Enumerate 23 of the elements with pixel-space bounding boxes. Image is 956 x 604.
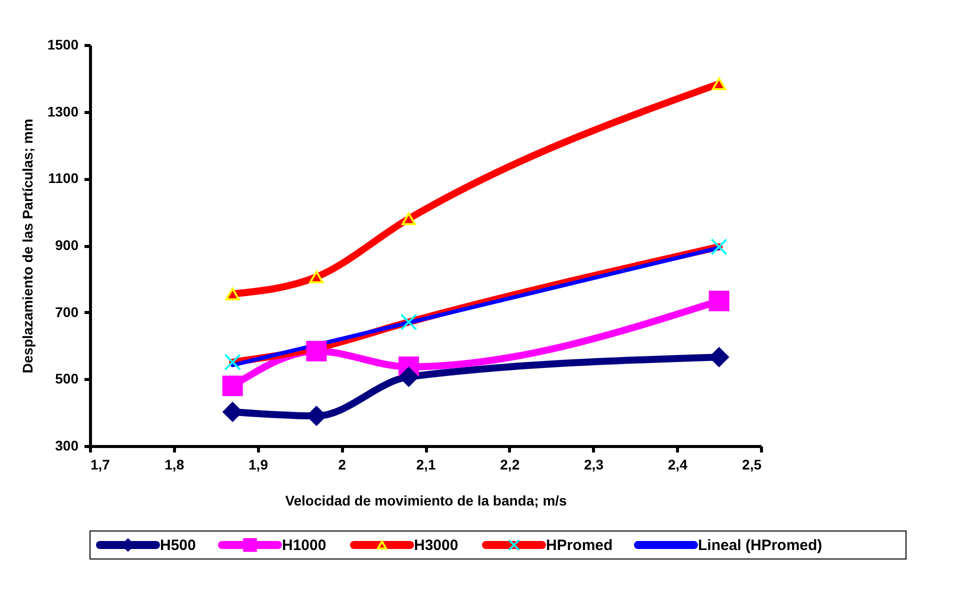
x-tick-label: 1,8	[164, 456, 184, 472]
y-tick-label: 300	[55, 438, 79, 454]
x-tick-label: 2	[338, 456, 346, 472]
legend-label: H500	[160, 537, 196, 554]
x-tick-label: 2,3	[584, 456, 604, 472]
y-tick-label: 900	[55, 237, 79, 253]
x-axis-title: Velocidad de movimiento de la banda; m/s	[285, 492, 568, 508]
y-tick-label: 1500	[47, 36, 79, 52]
x-tick-label: 2,5	[742, 456, 762, 472]
legend-label: H3000	[414, 537, 458, 554]
y-tick-label: 700	[55, 304, 79, 320]
legend-label: HPromed	[546, 537, 613, 554]
legend-label: H1000	[282, 537, 326, 554]
x-tick-label: 1,9	[248, 456, 268, 472]
y-tick-label: 1300	[47, 103, 79, 120]
legend-label: Lineal (HPromed)	[698, 537, 822, 554]
y-tick-label: 1100	[48, 170, 79, 186]
y-axis-title: Desplazamiento de las Partículas; mm	[19, 118, 36, 374]
x-tick-label: 2,4	[668, 456, 688, 472]
x-tick-label: 1,7	[90, 456, 110, 472]
y-tick-label: 500	[55, 370, 79, 387]
x-tick-label: 2,1	[416, 456, 436, 472]
x-tick-label: 2,2	[500, 456, 520, 472]
